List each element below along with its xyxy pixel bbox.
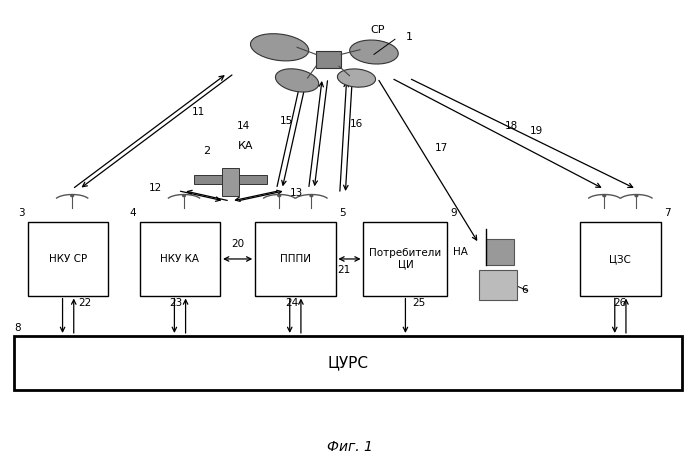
Bar	[239, 175, 267, 184]
Bar	[14, 336, 682, 390]
Text: 15: 15	[280, 116, 293, 126]
Text: 23: 23	[169, 298, 182, 308]
Text: НА: НА	[454, 247, 468, 257]
Text: ПППИ: ПППИ	[280, 254, 311, 264]
Bar	[316, 51, 341, 68]
Text: 19: 19	[530, 126, 543, 136]
Text: СР: СР	[370, 25, 385, 35]
Text: 4: 4	[130, 208, 136, 218]
Bar	[194, 175, 222, 184]
Text: 22: 22	[78, 298, 92, 308]
Text: 11: 11	[192, 107, 206, 117]
Text: 16: 16	[350, 119, 363, 129]
Bar	[479, 270, 517, 300]
Text: 20: 20	[231, 239, 244, 249]
Text: НКУ СР: НКУ СР	[49, 254, 87, 264]
Circle shape	[278, 195, 281, 197]
Circle shape	[71, 195, 73, 197]
Text: Фиг. 1: Фиг. 1	[326, 440, 373, 454]
Text: 8: 8	[15, 323, 21, 333]
Text: 17: 17	[435, 143, 448, 153]
Text: 13: 13	[289, 188, 303, 198]
Ellipse shape	[350, 40, 398, 64]
Text: 9: 9	[451, 208, 457, 218]
Bar	[486, 239, 514, 265]
Text: 6: 6	[521, 285, 527, 295]
Bar	[140, 222, 220, 296]
Circle shape	[182, 195, 185, 197]
Text: 3: 3	[18, 208, 24, 218]
Bar	[28, 222, 108, 296]
Ellipse shape	[275, 69, 319, 92]
Text: 26: 26	[614, 298, 626, 308]
Text: 24: 24	[285, 298, 298, 308]
Bar	[363, 222, 447, 296]
Ellipse shape	[250, 34, 309, 61]
Text: ЦЗС: ЦЗС	[610, 254, 631, 264]
Bar	[580, 222, 661, 296]
Circle shape	[635, 195, 637, 197]
Text: 7: 7	[664, 208, 670, 218]
Text: КА: КА	[238, 141, 253, 151]
Bar	[222, 168, 239, 196]
Text: 5: 5	[339, 208, 345, 218]
Text: 25: 25	[412, 298, 426, 308]
Text: 2: 2	[203, 146, 210, 156]
Text: НКУ КА: НКУ КА	[161, 254, 199, 264]
Text: 18: 18	[505, 121, 518, 131]
Text: 14: 14	[237, 121, 250, 131]
Ellipse shape	[338, 69, 375, 87]
Text: 12: 12	[149, 183, 162, 193]
Text: Потребители
ЦИ: Потребители ЦИ	[369, 248, 442, 270]
Text: 21: 21	[337, 265, 350, 275]
Bar	[255, 222, 336, 296]
Circle shape	[603, 195, 605, 197]
Text: ЦУРС: ЦУРС	[327, 356, 368, 370]
Text: 1: 1	[405, 32, 412, 42]
Circle shape	[310, 195, 313, 197]
